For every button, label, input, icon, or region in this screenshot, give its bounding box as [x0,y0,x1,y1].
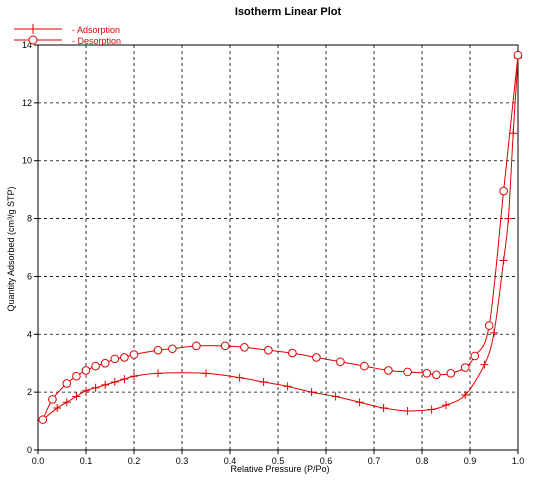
x-tick-label: 0.7 [368,456,381,466]
data-point-plus [509,129,518,138]
data-point-circle [168,344,177,354]
data-point-plus [110,378,119,387]
data-point-plus [499,256,508,265]
x-tick-label: 0.6 [320,456,333,466]
data-point-plus [53,404,62,413]
data-point-plus [72,392,81,401]
x-tick-label: 0.5 [272,456,285,466]
data-point-circle [91,361,100,371]
data-point-plus [120,375,129,384]
data-point-circle [129,350,139,359]
data-point-circle [336,357,345,367]
data-point-circle [360,361,369,371]
data-point-circle [484,321,494,330]
data-point-plus [490,328,498,337]
data-point-circle [100,358,110,368]
data-point-circle [403,367,412,377]
data-point-circle [288,348,297,358]
data-point-plus [442,401,450,410]
data-point-circle [446,369,456,378]
data-point-plus [427,405,436,414]
legend-label-adsorption: - Adsorption [72,25,120,35]
data-point-plus [130,372,138,381]
data-point-circle [72,371,81,381]
y-tick-label: 0 [27,445,32,455]
data-point-circle [48,395,57,404]
data-point-circle [513,50,523,60]
data-point-circle [470,351,480,361]
x-tick-label: 0.0 [32,456,45,466]
data-point-plus [82,386,90,395]
data-point-circle [432,370,441,380]
y-axis: 0 2 4 6 8 10 12 14 [22,40,38,455]
data-point-circle [240,343,249,352]
data-point-plus [461,391,470,400]
y-tick-label: 14 [22,40,32,50]
data-point-plus [91,383,100,392]
data-point-circle [38,415,48,424]
x-tick-label: 0.3 [176,456,189,466]
series-layer [38,50,523,424]
chart-title: Isotherm Linear Plot [235,6,342,18]
data-point-circle [153,345,163,355]
data-point-circle [62,379,72,388]
data-point-plus [283,382,292,391]
data-point-circle [312,353,321,362]
y-tick-label: 6 [27,271,32,281]
y-axis-label: Quantity Adsorbed (cm³/g STP) [6,186,16,311]
y-tick-label: 4 [27,329,32,339]
data-point-plus [379,404,388,413]
data-point-circle [422,369,432,378]
data-point-plus [62,398,71,407]
x-axis: 0.0 0.1 0.2 0.3 0.4 0.5 0.6 0.7 0.8 0.9 1.0 [32,450,525,466]
data-point-circle [460,363,470,372]
data-point-plus [504,214,513,223]
y-tick-label: 8 [27,214,32,224]
x-tick-label: 0.2 [128,456,141,466]
data-point-circle [220,341,230,351]
x-tick-label: 1.0 [512,456,525,466]
grid [38,45,518,450]
legend-item-adsorption: - Adsorption [14,24,120,35]
data-point-plus [235,373,244,382]
data-point-circle [81,366,91,375]
legend-plus-marker-icon [28,24,38,34]
x-tick-label: 0.9 [464,456,477,466]
series-adsorption [38,54,522,424]
data-point-plus [202,369,210,378]
data-point-plus [307,388,316,397]
data-point-circle [110,354,120,364]
data-point-circle [192,341,201,351]
series-line [42,55,519,420]
data-point-plus [331,392,340,401]
y-tick-label: 12 [22,98,32,108]
data-point-circle [499,186,508,196]
data-point-circle [384,366,393,375]
y-tick-label: 2 [27,387,32,397]
x-tick-label: 0.1 [80,456,93,466]
data-point-circle [120,353,129,362]
legend-label-desorption: - Desorption [72,36,121,46]
data-point-plus [480,360,489,369]
series-desorption [38,50,523,424]
data-point-circle [264,345,273,355]
legend-circle-marker-icon [28,35,38,45]
legend-item-desorption: - Desorption [14,35,121,46]
data-point-plus [403,406,412,415]
data-point-plus [355,398,364,407]
data-point-plus [259,378,268,387]
x-tick-label: 0.4 [224,456,237,466]
data-point-plus [154,369,162,378]
y-tick-label: 10 [22,156,32,166]
x-axis-label: Relative Pressure (P/Po) [230,464,329,474]
series-line [42,57,519,421]
x-tick-label: 0.8 [416,456,429,466]
legend: - Adsorption - Desorption [14,24,121,46]
data-point-plus [101,380,110,389]
